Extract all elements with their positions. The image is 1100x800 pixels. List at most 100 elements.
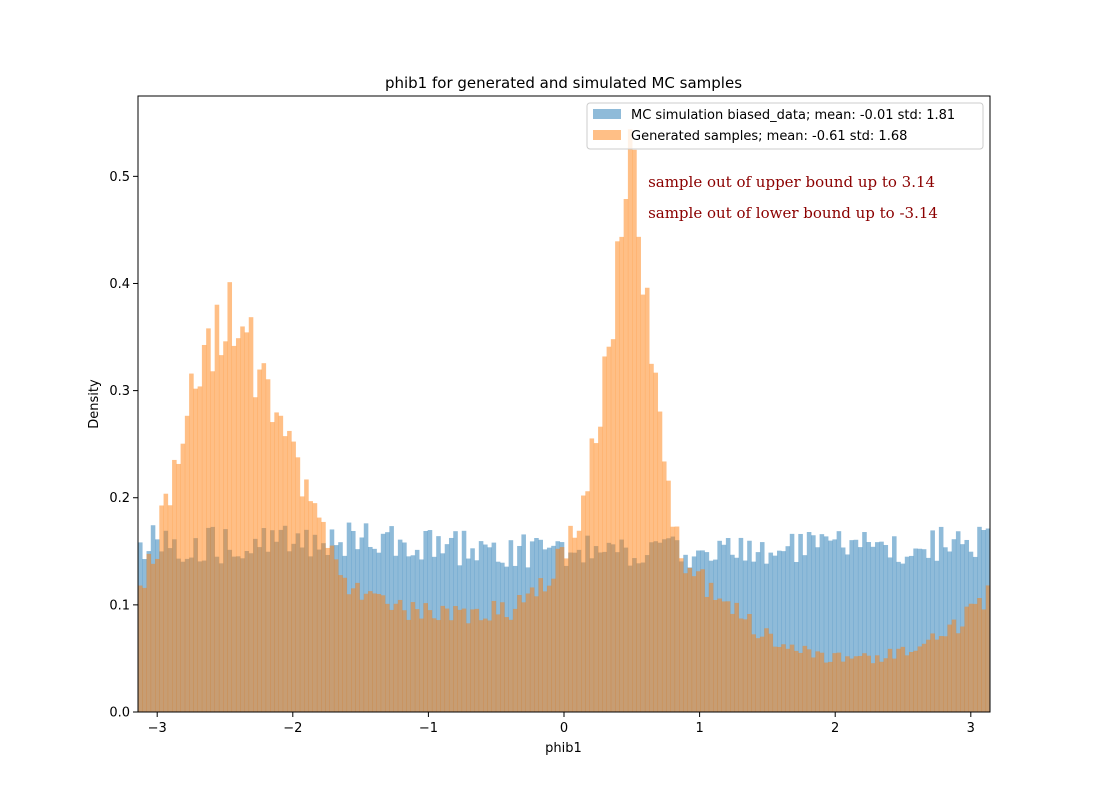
- y-tick-label: 0.3: [109, 384, 130, 399]
- histogram-bar: [747, 614, 752, 712]
- x-tick-label: 1: [695, 721, 703, 736]
- histogram-bar: [768, 552, 774, 712]
- histogram-bar: [414, 609, 420, 712]
- x-axis-ticks: −3 −2 −1 0 1 2 3: [148, 712, 975, 736]
- histogram-bar: [930, 530, 935, 712]
- histogram-bar: [329, 545, 335, 712]
- legend: MC simulation biased_data; mean: -0.01 s…: [586, 102, 984, 150]
- histogram-bar: [879, 661, 884, 712]
- histogram-bar: [615, 241, 620, 712]
- histogram-bar: [627, 129, 633, 712]
- histogram-bar: [887, 648, 893, 712]
- histogram-bar: [355, 582, 360, 712]
- histogram-bar: [819, 652, 825, 712]
- histogram-bar: [896, 648, 901, 712]
- histogram-bar: [474, 608, 480, 712]
- histogram-bar: [525, 593, 531, 712]
- histogram-bar: [717, 598, 722, 712]
- histogram-bar: [180, 443, 186, 712]
- histogram-bar: [955, 633, 961, 712]
- histogram-bar: [683, 573, 688, 712]
- histogram-bar: [657, 411, 663, 712]
- histogram-bar: [206, 328, 211, 712]
- y-tick-label: 0.0: [109, 706, 130, 721]
- histogram-bar: [172, 459, 177, 712]
- histogram-bar: [299, 496, 305, 712]
- histogram-bar: [806, 532, 812, 712]
- legend-swatch-generated: [593, 130, 621, 140]
- histogram-bar: [874, 542, 880, 712]
- histogram-bar: [840, 661, 846, 712]
- histogram-bar: [610, 339, 616, 712]
- histogram-bar: [938, 636, 944, 712]
- x-axis-label: phib1: [545, 741, 582, 756]
- histogram-bar: [312, 503, 318, 712]
- histogram-bar: [521, 602, 526, 712]
- histogram-bar: [274, 412, 279, 712]
- histogram-bar: [150, 563, 156, 712]
- histogram-bar: [853, 656, 859, 712]
- histogram-bar: [823, 662, 829, 712]
- histogram-bar: [457, 609, 463, 712]
- histogram-bar: [393, 603, 399, 712]
- histogram-bar: [423, 603, 428, 712]
- histogram-bar: [730, 613, 735, 712]
- histogram-bar: [572, 537, 578, 712]
- histogram-bar: [926, 557, 931, 712]
- histogram-bar: [874, 655, 880, 712]
- histogram-bar: [261, 363, 267, 712]
- histogram-bar: [508, 619, 514, 712]
- histogram-bar: [431, 618, 437, 712]
- histogram-bar: [815, 651, 820, 712]
- histogram-bar: [687, 567, 693, 712]
- y-tick-label: 0.4: [109, 277, 130, 292]
- histogram-bar: [866, 542, 872, 712]
- histogram-bar: [487, 620, 492, 712]
- histogram-bar: [167, 505, 173, 712]
- histogram-bar: [934, 560, 940, 712]
- y-axis-label: Density: [87, 379, 102, 429]
- histogram-bar: [921, 643, 927, 712]
- histogram-bar: [904, 556, 910, 712]
- histogram-bar: [406, 619, 411, 712]
- histogram-bar: [385, 603, 390, 712]
- histogram-bar: [887, 557, 893, 712]
- histogram-bar: [913, 548, 918, 712]
- histogram-bar: [798, 533, 803, 712]
- histogram-bar: [661, 461, 667, 712]
- histogram-bar: [517, 595, 522, 712]
- histogram-bar: [823, 536, 829, 712]
- annotations: sample out of upper bound up to 3.14 samp…: [648, 173, 938, 222]
- histogram-bar: [389, 609, 394, 712]
- histogram-bar: [436, 620, 441, 712]
- x-tick-label: −1: [419, 721, 438, 736]
- histogram-bar: [870, 546, 876, 712]
- histogram-bar: [934, 639, 940, 712]
- histogram-bar: [892, 536, 897, 712]
- histogram-bar: [491, 600, 497, 712]
- histogram-bar: [636, 236, 641, 712]
- series-generated-samples: [138, 129, 991, 712]
- histogram-bar: [304, 479, 309, 712]
- histogram-bar: [419, 618, 424, 712]
- histogram-bar: [210, 371, 215, 712]
- histogram-bar: [789, 533, 795, 712]
- histogram-bar: [218, 355, 224, 712]
- histogram-bar: [751, 634, 756, 712]
- plot-area: [138, 129, 991, 712]
- histogram-bar: [960, 626, 965, 712]
- histogram-bar: [316, 517, 322, 712]
- histogram-bar: [253, 397, 258, 712]
- histogram-bar: [287, 430, 292, 712]
- histogram-bar: [466, 623, 471, 712]
- histogram-bar: [623, 199, 629, 712]
- histogram-bar: [926, 639, 931, 712]
- histogram-bar: [555, 548, 561, 712]
- histogram-bar: [240, 326, 245, 712]
- histogram-bar: [951, 619, 957, 712]
- histogram-bar: [900, 646, 906, 712]
- histogram-bar: [857, 655, 863, 712]
- histogram-bar: [372, 593, 377, 712]
- histogram-bar: [892, 658, 897, 712]
- annotation-text: sample out of lower bound up to -3.14: [648, 204, 938, 222]
